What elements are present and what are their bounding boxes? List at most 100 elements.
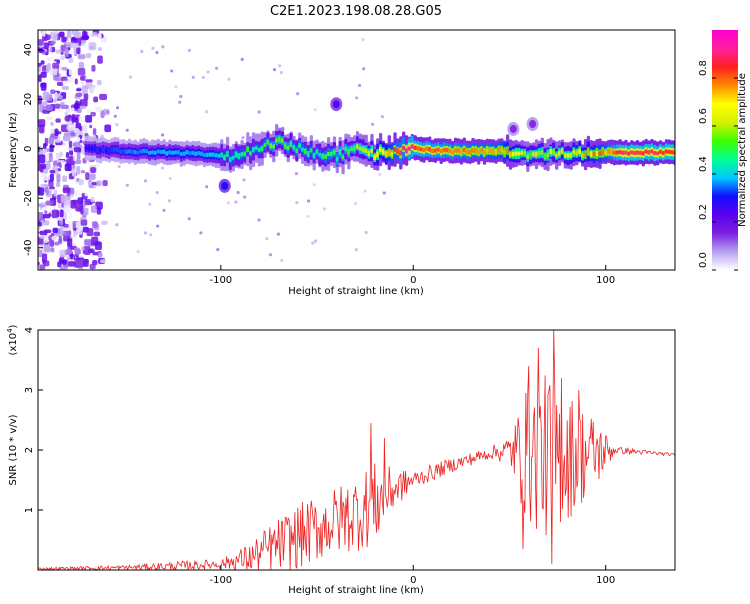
spectrogram-ridge-cell [309,148,313,153]
spectrogram-noise-cell [56,81,64,86]
spectrogram-noise-cell [205,185,209,189]
spectrogram-ridge-cell [376,151,380,158]
spectrogram-ridge-cell [549,148,553,155]
spectrogram-noise-cell [68,68,73,76]
spectrogram-noise-cell [115,123,119,127]
spectrogram-ridge-cell [439,149,443,154]
spectrogram-ridge-cell [303,148,308,155]
spectrogram-noise-cell [49,173,54,182]
spectrogram-ridge-cell [136,150,140,155]
spectrogram-ridge-cell [621,150,625,156]
spectrogram-noise-cell [95,106,102,112]
spectrogram-ridge-cell [260,145,264,152]
spectrogram-ridge-cell [454,148,458,153]
snr-x-ticks: -100 0 100 [209,565,615,586]
snr-x-tick-label: -100 [209,575,232,586]
spectrogram-noise-cell [97,33,102,41]
spectrogram-ridge-cell [202,152,207,158]
spectrogram-blob-layer [218,97,539,193]
spectrogram-noise-cell [75,88,82,92]
spectrogram-noise-cell [42,91,50,101]
spectrogram-ridge-cell [416,146,420,151]
spectrogram-ridge-cell [430,148,435,154]
spectrogram-noise-cell [62,135,71,142]
spectrogram-noise-cell [73,154,77,162]
spectrogram-noise-cell [227,77,231,81]
spectrogram-noise-cell [43,234,48,244]
spectrogram-noise-cell [86,109,92,115]
spectrogram-noise-cell [93,231,101,237]
spectrogram-noise-cell [80,170,86,174]
spectrogram-noise-cell [53,189,58,197]
spectrogram-noise-cell [85,53,92,59]
spectrogram-ridge-cell [275,138,279,143]
spectrogram-y-tick-label: 20 [23,93,34,106]
snr-x-tick-label: 100 [596,575,615,586]
spectrogram-ridge-cell [352,145,357,152]
spectrogram-noise-cell [179,94,183,98]
spectrogram-noise-cell [162,208,166,212]
spectrogram-noise-cell [38,39,44,46]
spectrogram-x-tick-label: 0 [410,275,416,286]
spectrogram-ridge-cell [341,155,345,160]
spectrogram-noise-cell [82,258,89,264]
spectrogram-ridge-cell [119,149,123,154]
spectrogram-noise-cell [67,147,75,151]
spectrogram-noise-cell [38,186,41,195]
spectrogram-ridge-cell [422,147,426,153]
spectrogram-noise-cell [65,115,71,122]
spectrogram-noise-cell [45,187,49,196]
spectrogram-noise-cell [117,165,121,169]
spectrogram-ridge-cell [370,148,374,154]
spectrogram-noise-cell [125,183,129,187]
spectrogram-noise-cell [59,225,64,235]
spectrogram-ridge-cell [471,148,475,153]
spectrogram-ridge-cell [249,151,253,156]
spectrogram-noise-cell [93,96,99,103]
spectrogram-noise-cell [100,110,105,119]
spectrogram-noise-cell [76,166,81,175]
spectrogram-ridge-cell [482,150,487,155]
spectrogram-ridge-cell [609,149,614,154]
spectrogram-noise-cell [99,93,108,100]
spectrogram-noise-cell [48,137,55,145]
spectrogram-ridge-cell [378,146,383,153]
colorbar-strip [712,30,738,270]
spectrogram-noise-cell [92,259,98,266]
spectrogram-noise-cell [61,259,67,265]
spectrogram-noise-cell [60,55,65,61]
spectrogram-noise-cell [61,67,68,71]
spectrogram-noise-cell [313,108,317,112]
spectrogram-noise-cell [43,244,51,253]
spectrogram-noise-cell [65,249,72,255]
spectrogram-noise-cell [38,221,42,227]
spectrogram-ridge-cell [93,145,97,151]
spectrogram-ridge-cell [647,150,651,155]
spectrogram-ridge-cell [96,148,100,153]
spectrogram-noise-cell [59,151,63,157]
snr-series-layer [38,330,675,570]
colorbar-ticks: 0.0 0.2 0.4 0.6 0.8 [698,60,738,271]
spectrogram-ridge-cell [234,151,238,158]
spectrogram-noise-cell [191,75,195,79]
spectrogram-noise-cell [89,131,93,137]
spectrogram-noise-cell [74,117,80,124]
spectrogram-ridge-cell [231,155,236,160]
spectrogram-y-tick-label: 0 [23,146,34,152]
spectrogram-noise-cell [77,54,86,60]
spectrogram-noise-cell [206,70,210,74]
spectrogram-ridge-cell [373,154,377,161]
snr-multiplier-base: (x10 [8,333,19,356]
spectrogram-noise-cell [265,237,269,241]
spectrogram-ridge-cell [165,151,169,156]
spectrogram-ridge-cell [520,150,524,156]
spectrogram-noise-cell [278,64,282,68]
spectrogram-noise-cell [78,179,84,186]
spectrogram-noise-cell [216,248,220,252]
spectrogram-noise-cell [276,232,280,236]
spectrogram-noise-cell [66,124,75,131]
spectrogram-noise-cell [314,239,318,243]
spectrogram-noise-cell [75,129,80,137]
spectrogram-noise-cell [92,221,98,229]
spectrogram-noise-cell [257,218,261,222]
